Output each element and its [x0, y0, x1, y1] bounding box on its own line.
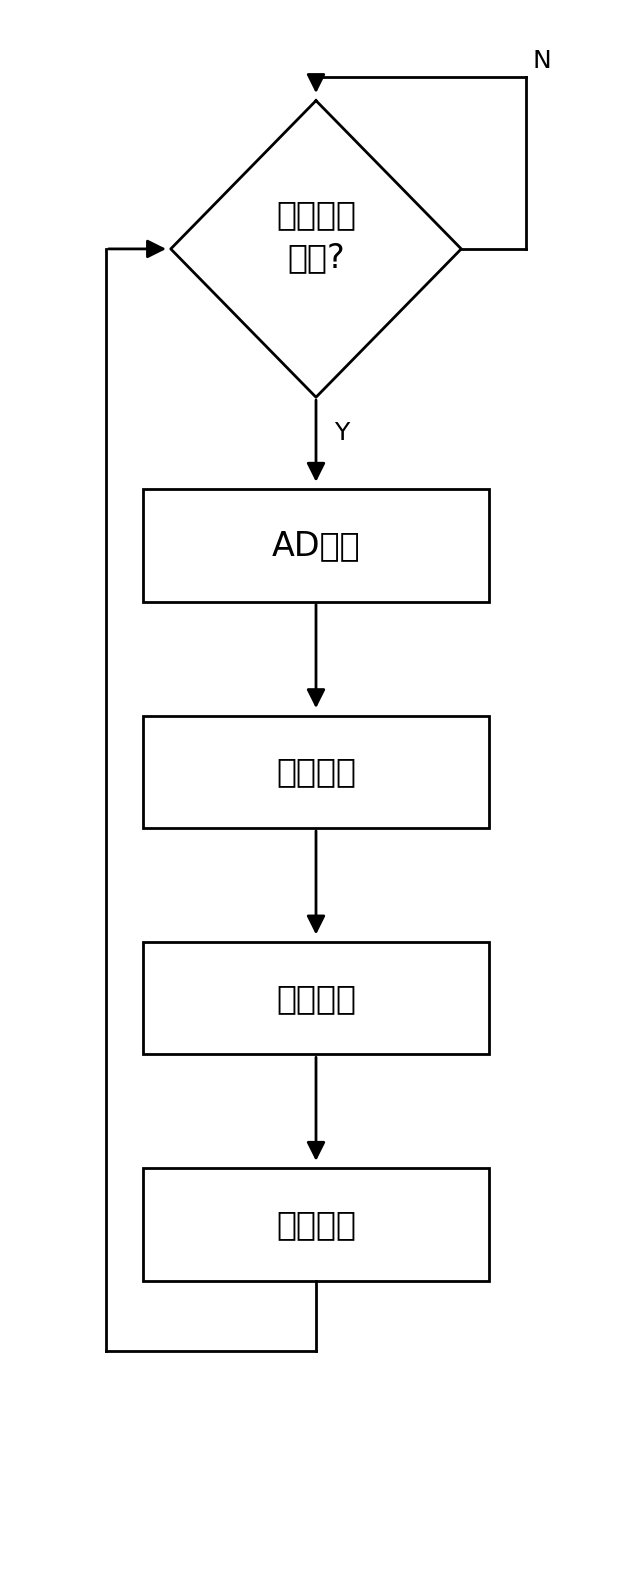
Text: 缓存数据: 缓存数据 — [276, 1208, 356, 1241]
Bar — [143, 942, 489, 1054]
Bar — [143, 1169, 489, 1280]
Text: 软件积分: 软件积分 — [276, 981, 356, 1014]
Bar — [143, 490, 489, 602]
Text: AD转换: AD转换 — [272, 529, 360, 562]
Text: Y: Y — [334, 421, 349, 444]
Text: 采样中断
开始?: 采样中断 开始? — [276, 198, 356, 274]
Text: N: N — [532, 49, 551, 72]
Bar — [143, 715, 489, 828]
Text: 数据插値: 数据插値 — [276, 756, 356, 789]
